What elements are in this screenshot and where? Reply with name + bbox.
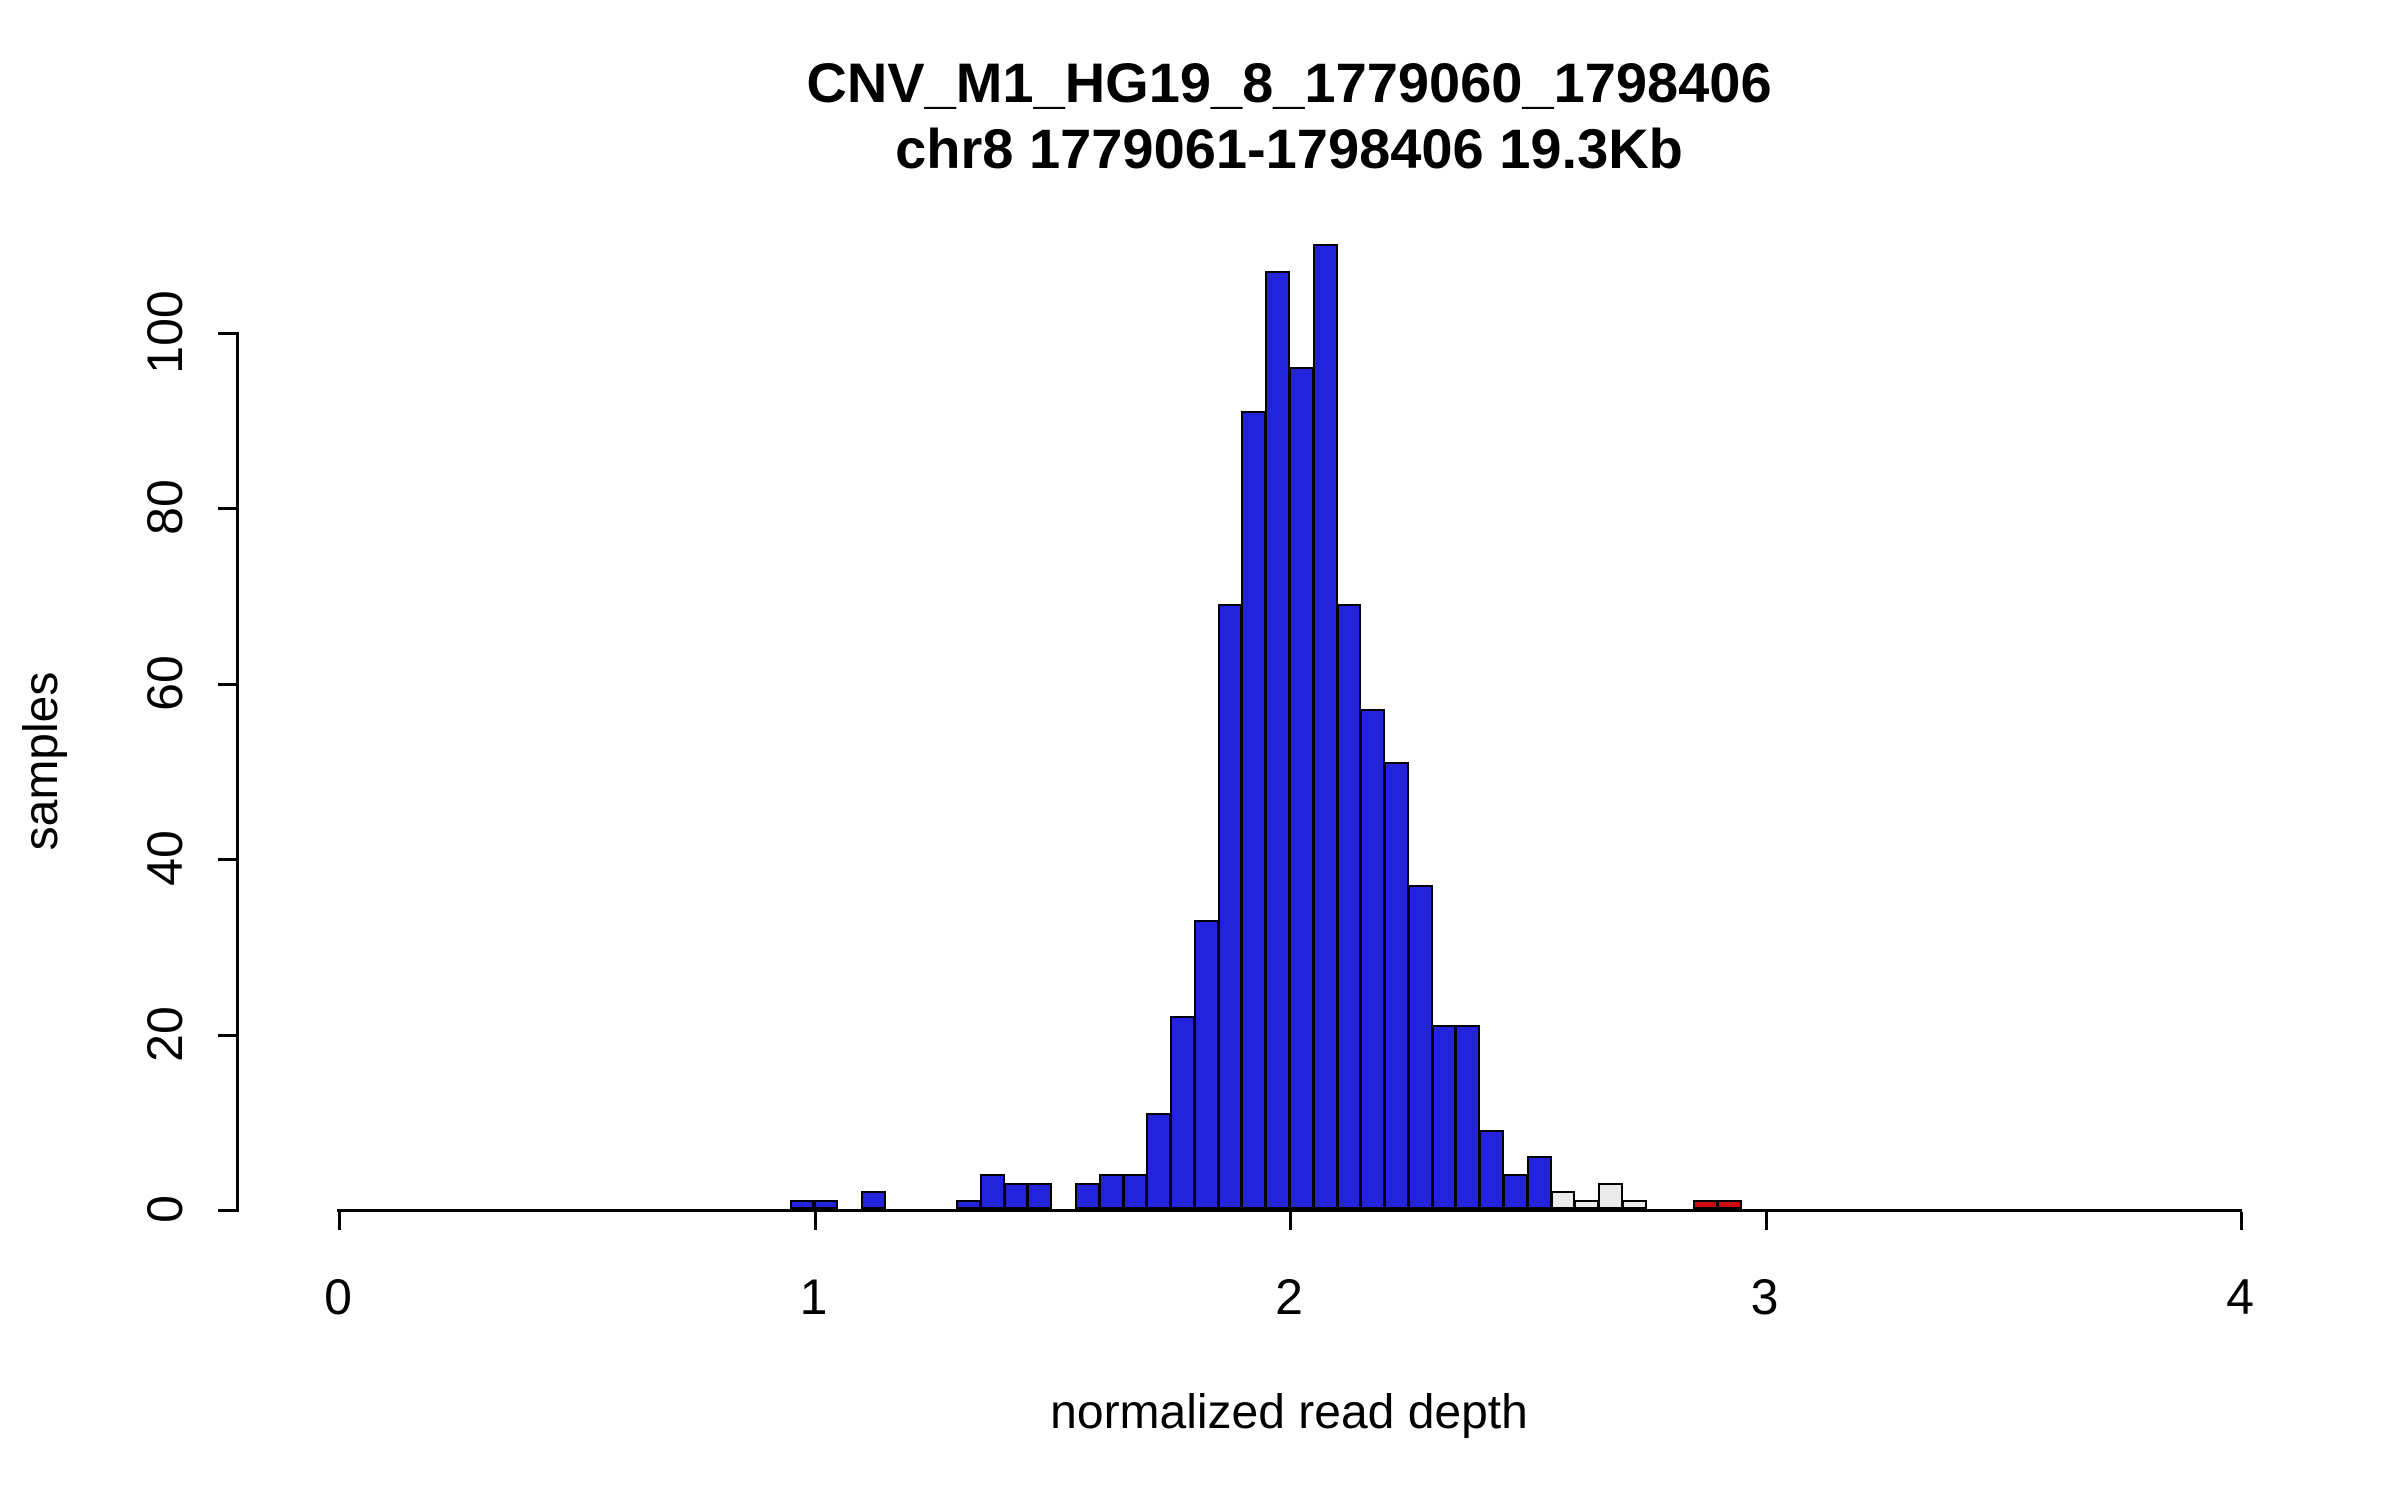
x-tick-label: 4	[2226, 1269, 2254, 1325]
histogram-bar	[1693, 1200, 1718, 1209]
y-axis-line	[236, 332, 239, 1212]
histogram-bar	[813, 1200, 839, 1209]
x-tick	[338, 1212, 341, 1230]
histogram-bar	[1621, 1200, 1647, 1209]
histogram-bar	[1003, 1182, 1029, 1209]
y-tick-label: 100	[137, 290, 193, 374]
y-tick	[218, 1209, 236, 1212]
histogram-bar	[1479, 1130, 1504, 1209]
histogram-bar	[1265, 270, 1290, 1209]
y-axis-label: samples	[15, 671, 68, 851]
histogram-bar	[1146, 1112, 1172, 1209]
histogram-bar	[1027, 1182, 1053, 1209]
histogram-bar	[1502, 1173, 1528, 1209]
x-tick	[813, 1212, 817, 1230]
histogram-bar	[979, 1173, 1005, 1209]
x-tick-label: 0	[324, 1269, 352, 1325]
histogram-bar	[1170, 1016, 1195, 1209]
histogram-bar	[1217, 603, 1243, 1209]
histogram-bar	[789, 1200, 815, 1209]
histogram-bar	[1241, 410, 1267, 1209]
y-tick	[218, 507, 236, 511]
y-tick	[218, 858, 236, 862]
y-tick-label: 80	[137, 479, 193, 536]
x-axis-line	[337, 1209, 2242, 1212]
histogram-bar	[861, 1191, 886, 1209]
histogram-bar	[1384, 761, 1409, 1209]
y-tick-label: 20	[137, 1005, 193, 1062]
histogram-bar	[1550, 1191, 1576, 1209]
histogram-bar	[1716, 1200, 1742, 1209]
histogram-bar	[1360, 709, 1386, 1209]
histogram-bar	[1312, 244, 1338, 1209]
x-axis-label: normalized read depth	[1050, 1386, 1528, 1439]
histogram-bar	[1122, 1173, 1148, 1209]
histogram-bar	[956, 1200, 981, 1209]
histogram-bar	[1526, 1156, 1552, 1209]
y-tick-label: 40	[137, 830, 193, 886]
histogram-bar	[1455, 1024, 1481, 1209]
y-tick	[218, 682, 236, 686]
x-tick-label: 1	[799, 1269, 828, 1325]
histogram-bar	[1075, 1182, 1100, 1209]
chart-title: CNV_M1_HG19_8_1779060_1798406	[806, 51, 1772, 114]
histogram-bar	[1193, 919, 1219, 1209]
histogram-bar	[1336, 603, 1362, 1209]
x-tick	[1289, 1212, 1292, 1230]
histogram-bar	[1289, 367, 1314, 1209]
y-tick-label: 60	[137, 654, 193, 711]
x-tick	[1764, 1212, 1768, 1230]
x-tick-label: 3	[1750, 1269, 1779, 1325]
x-tick	[2240, 1212, 2243, 1230]
histogram-bar	[1598, 1182, 1623, 1209]
x-tick-label: 2	[1275, 1269, 1303, 1325]
y-tick	[218, 1033, 236, 1037]
histogram-bar	[1098, 1173, 1124, 1209]
histogram-bar	[1407, 884, 1433, 1209]
chart-subtitle: chr8 1779061-1798406 19.3Kb	[895, 117, 1683, 180]
y-tick	[218, 332, 236, 335]
y-tick-label: 0	[137, 1195, 193, 1223]
histogram-bar	[1431, 1024, 1457, 1209]
histogram-bar	[1574, 1200, 1600, 1209]
